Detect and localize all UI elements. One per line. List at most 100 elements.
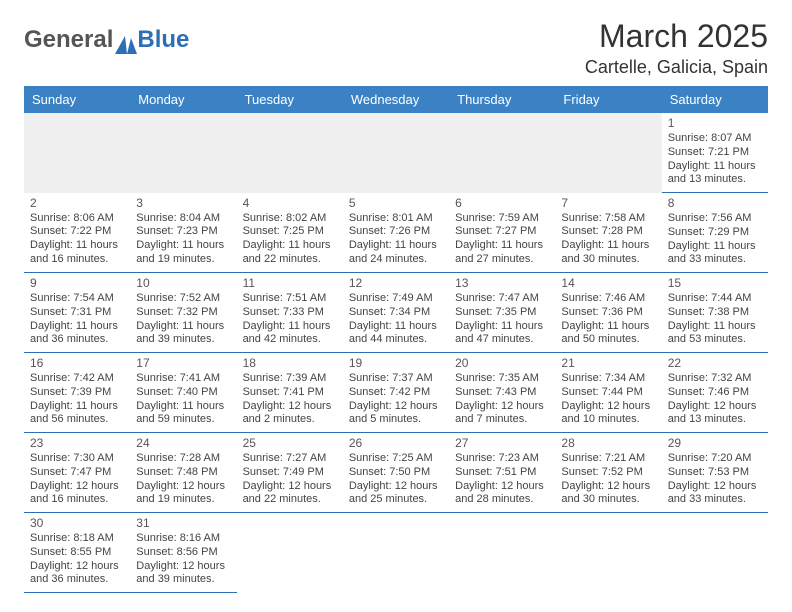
sunrise-text: Sunrise: 7:44 AM <box>668 292 762 306</box>
daylight-line1: Daylight: 11 hours <box>30 400 124 414</box>
sunrise-text: Sunrise: 8:16 AM <box>136 532 230 546</box>
daylight-line1: Daylight: 11 hours <box>30 239 124 253</box>
daylight-line2: and 47 minutes. <box>455 333 549 347</box>
daylight-line1: Daylight: 11 hours <box>561 239 655 253</box>
calendar-cell <box>555 513 661 593</box>
calendar-cell <box>449 513 555 593</box>
daylight-line1: Daylight: 12 hours <box>243 480 337 494</box>
daylight-line2: and 59 minutes. <box>136 413 230 427</box>
day-number: 4 <box>243 196 337 211</box>
calendar-cell: 7Sunrise: 7:58 AMSunset: 7:28 PMDaylight… <box>555 193 661 273</box>
daylight-line2: and 30 minutes. <box>561 493 655 507</box>
day-number: 13 <box>455 276 549 291</box>
page-title: March 2025 <box>585 18 768 55</box>
calendar-cell: 19Sunrise: 7:37 AMSunset: 7:42 PMDayligh… <box>343 353 449 433</box>
daylight-line1: Daylight: 11 hours <box>243 320 337 334</box>
calendar-cell: 22Sunrise: 7:32 AMSunset: 7:46 PMDayligh… <box>662 353 768 433</box>
daylight-line1: Daylight: 11 hours <box>349 239 443 253</box>
day-number: 10 <box>136 276 230 291</box>
sunrise-text: Sunrise: 7:28 AM <box>136 452 230 466</box>
calendar-cell: 16Sunrise: 7:42 AMSunset: 7:39 PMDayligh… <box>24 353 130 433</box>
logo: General Blue <box>24 26 189 54</box>
daylight-line2: and 42 minutes. <box>243 333 337 347</box>
calendar-cell: 13Sunrise: 7:47 AMSunset: 7:35 PMDayligh… <box>449 273 555 353</box>
daylight-line1: Daylight: 12 hours <box>455 480 549 494</box>
daylight-line1: Daylight: 11 hours <box>136 239 230 253</box>
calendar-cell: 25Sunrise: 7:27 AMSunset: 7:49 PMDayligh… <box>237 433 343 513</box>
sunrise-text: Sunrise: 8:07 AM <box>668 132 762 146</box>
calendar-cell <box>555 113 661 193</box>
calendar-cell: 9Sunrise: 7:54 AMSunset: 7:31 PMDaylight… <box>24 273 130 353</box>
daylight-line1: Daylight: 11 hours <box>136 400 230 414</box>
calendar-cell <box>662 513 768 593</box>
calendar-cell: 31Sunrise: 8:16 AMSunset: 8:56 PMDayligh… <box>130 513 236 593</box>
sunrise-text: Sunrise: 8:06 AM <box>30 212 124 226</box>
daylight-line1: Daylight: 11 hours <box>30 320 124 334</box>
calendar-cell: 29Sunrise: 7:20 AMSunset: 7:53 PMDayligh… <box>662 433 768 513</box>
daylight-line2: and 13 minutes. <box>668 173 762 187</box>
flag-icon <box>115 36 137 54</box>
daylight-line2: and 39 minutes. <box>136 333 230 347</box>
daylight-line1: Daylight: 12 hours <box>136 480 230 494</box>
sunset-text: Sunset: 7:38 PM <box>668 306 762 320</box>
day-number: 22 <box>668 356 762 371</box>
day-number: 21 <box>561 356 655 371</box>
daylight-line2: and 39 minutes. <box>136 573 230 587</box>
calendar-cell: 14Sunrise: 7:46 AMSunset: 7:36 PMDayligh… <box>555 273 661 353</box>
title-block: March 2025 Cartelle, Galicia, Spain <box>585 18 768 78</box>
calendar-row: 9Sunrise: 7:54 AMSunset: 7:31 PMDaylight… <box>24 273 768 353</box>
sunset-text: Sunset: 7:40 PM <box>136 386 230 400</box>
day-number: 18 <box>243 356 337 371</box>
calendar-cell: 24Sunrise: 7:28 AMSunset: 7:48 PMDayligh… <box>130 433 236 513</box>
sunset-text: Sunset: 7:42 PM <box>349 386 443 400</box>
calendar-row: 30Sunrise: 8:18 AMSunset: 8:55 PMDayligh… <box>24 513 768 593</box>
col-friday: Friday <box>555 86 661 113</box>
page-subtitle: Cartelle, Galicia, Spain <box>585 57 768 78</box>
day-number: 11 <box>243 276 337 291</box>
sunrise-text: Sunrise: 8:04 AM <box>136 212 230 226</box>
sunrise-text: Sunrise: 7:39 AM <box>243 372 337 386</box>
calendar-cell: 27Sunrise: 7:23 AMSunset: 7:51 PMDayligh… <box>449 433 555 513</box>
sunrise-text: Sunrise: 7:41 AM <box>136 372 230 386</box>
daylight-line2: and 10 minutes. <box>561 413 655 427</box>
sunset-text: Sunset: 7:52 PM <box>561 466 655 480</box>
day-number: 20 <box>455 356 549 371</box>
day-number: 28 <box>561 436 655 451</box>
sunrise-text: Sunrise: 7:27 AM <box>243 452 337 466</box>
calendar-cell: 10Sunrise: 7:52 AMSunset: 7:32 PMDayligh… <box>130 273 236 353</box>
day-number: 17 <box>136 356 230 371</box>
daylight-line1: Daylight: 11 hours <box>455 320 549 334</box>
sunset-text: Sunset: 7:49 PM <box>243 466 337 480</box>
day-number: 25 <box>243 436 337 451</box>
daylight-line1: Daylight: 12 hours <box>30 480 124 494</box>
sunrise-text: Sunrise: 7:32 AM <box>668 372 762 386</box>
daylight-line2: and 27 minutes. <box>455 253 549 267</box>
sunrise-text: Sunrise: 7:30 AM <box>30 452 124 466</box>
daylight-line1: Daylight: 11 hours <box>668 320 762 334</box>
day-number: 16 <box>30 356 124 371</box>
calendar-row: 16Sunrise: 7:42 AMSunset: 7:39 PMDayligh… <box>24 353 768 433</box>
daylight-line2: and 13 minutes. <box>668 413 762 427</box>
sunset-text: Sunset: 7:53 PM <box>668 466 762 480</box>
day-number: 6 <box>455 196 549 211</box>
sunrise-text: Sunrise: 7:52 AM <box>136 292 230 306</box>
calendar-row: 2Sunrise: 8:06 AMSunset: 7:22 PMDaylight… <box>24 193 768 273</box>
col-wednesday: Wednesday <box>343 86 449 113</box>
calendar-cell: 5Sunrise: 8:01 AMSunset: 7:26 PMDaylight… <box>343 193 449 273</box>
sunrise-text: Sunrise: 7:54 AM <box>30 292 124 306</box>
calendar-cell: 4Sunrise: 8:02 AMSunset: 7:25 PMDaylight… <box>237 193 343 273</box>
daylight-line2: and 36 minutes. <box>30 333 124 347</box>
calendar-cell <box>237 513 343 593</box>
sunrise-text: Sunrise: 7:21 AM <box>561 452 655 466</box>
day-number: 5 <box>349 196 443 211</box>
day-header-row: Sunday Monday Tuesday Wednesday Thursday… <box>24 86 768 113</box>
calendar-cell <box>343 513 449 593</box>
daylight-line1: Daylight: 12 hours <box>668 480 762 494</box>
sunrise-text: Sunrise: 7:34 AM <box>561 372 655 386</box>
daylight-line1: Daylight: 11 hours <box>136 320 230 334</box>
calendar-cell: 20Sunrise: 7:35 AMSunset: 7:43 PMDayligh… <box>449 353 555 433</box>
daylight-line1: Daylight: 12 hours <box>668 400 762 414</box>
calendar-cell: 6Sunrise: 7:59 AMSunset: 7:27 PMDaylight… <box>449 193 555 273</box>
logo-text-general: General <box>24 26 113 54</box>
calendar-cell: 28Sunrise: 7:21 AMSunset: 7:52 PMDayligh… <box>555 433 661 513</box>
